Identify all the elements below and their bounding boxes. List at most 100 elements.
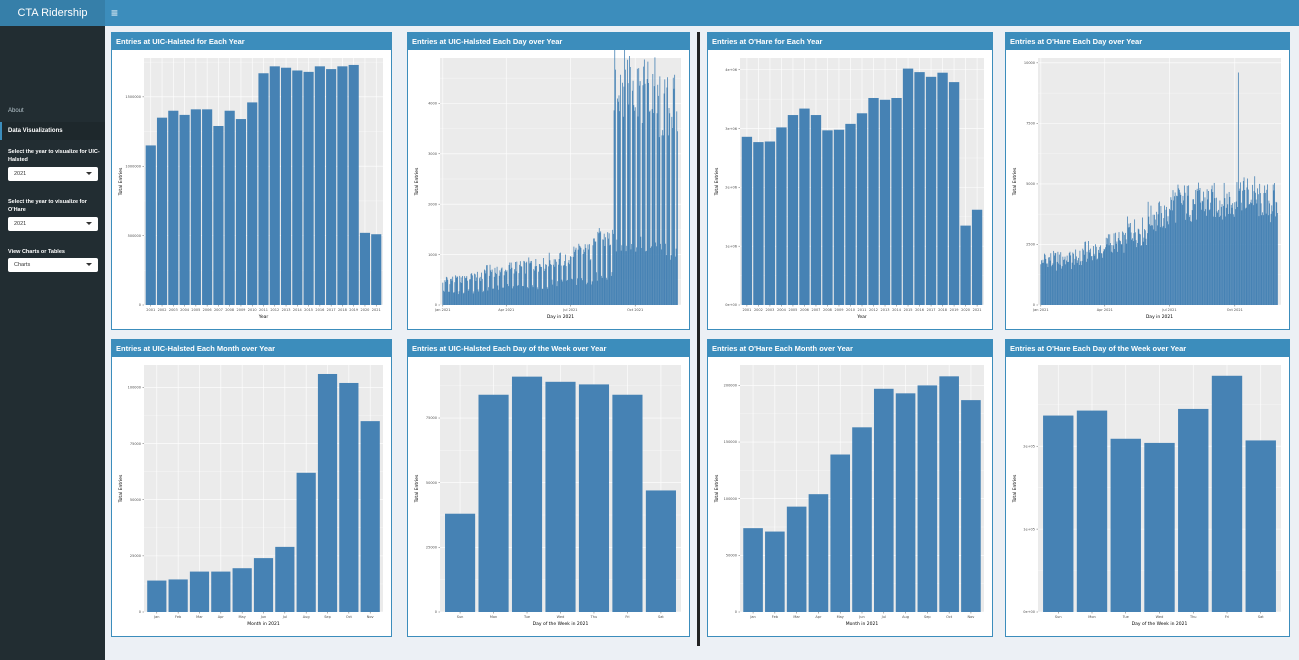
x-tick-label: Sep [924, 615, 931, 619]
x-tick-label: Sun [457, 615, 464, 619]
panel-title: Entries at UIC-Halsted Each Month over Y… [112, 340, 391, 357]
sidebar-item-data-visualizations[interactable]: Data Visualizations [0, 122, 105, 140]
y-tick-label: 50000 [130, 498, 141, 502]
x-tick-label: Nov [968, 615, 975, 619]
x-tick-label: 2016 [915, 308, 924, 312]
bar [213, 125, 224, 305]
bar [895, 393, 916, 612]
bar [147, 580, 167, 612]
bar [247, 102, 258, 305]
bar [232, 568, 252, 612]
bar [787, 115, 799, 306]
y-tick-label: 1000000 [125, 164, 141, 168]
bars [743, 376, 981, 612]
x-tick-label: 2003 [169, 308, 178, 312]
chart-ohare-daily: 0 2500 5000 7500 10000 Jan 2021 Apr 2021 Jul 20… [1012, 58, 1281, 320]
chart-uic-daily: 0 1000 2000 3000 4000 Jan 2021 Apr 2021 Jul 202… [414, 50, 681, 320]
x-tick-label: Jul [881, 615, 886, 619]
x-tick-label: May [837, 615, 844, 619]
view-mode-select[interactable]: Charts [8, 258, 98, 272]
bar [960, 225, 971, 305]
x-tick-label: Fri [1225, 615, 1229, 619]
bar [808, 494, 829, 612]
bar [891, 97, 902, 305]
y-tick-label: 1e+06 [725, 244, 737, 248]
x-axis-title: Day in 2021 [547, 314, 574, 320]
x-tick-label: Tue [1122, 615, 1129, 619]
x-tick-label: 2007 [812, 308, 821, 312]
x-tick-label: 2007 [214, 308, 223, 312]
y-tick-label: 10000 [1024, 61, 1035, 65]
y-tick-label: 0 [139, 303, 141, 307]
x-tick-label: Oct 2021 [1227, 308, 1243, 312]
y-tick-label: 200000 [724, 384, 737, 388]
x-tick-label: Sun [1055, 615, 1062, 619]
x-tick-label: 2013 [881, 308, 890, 312]
bar [478, 394, 509, 612]
x-tick-label: Apr 2021 [498, 308, 514, 312]
bar [914, 72, 925, 305]
x-tick-label: 2008 [225, 308, 234, 312]
x-tick-label: Wed [1156, 615, 1164, 619]
bar [961, 400, 981, 612]
uic-year-label: Select the year to visualize for UIC-Hal… [8, 149, 100, 163]
top-navbar: ≡ [105, 0, 1299, 26]
x-axis-title: Year [856, 314, 867, 320]
bar [145, 145, 156, 305]
bar [868, 97, 879, 305]
bar [948, 82, 960, 305]
bar [799, 108, 810, 305]
x-tick-label: Sat [658, 615, 664, 619]
y-tick-label: 7500 [1026, 122, 1035, 126]
y-axis-title: Total Entries [1012, 167, 1018, 196]
bar [753, 142, 764, 305]
uic-year-select[interactable]: 2021 [8, 167, 98, 181]
x-tick-label: 2002 [754, 308, 763, 312]
app-title: CTA Ridership [0, 0, 105, 26]
x-tick-label: Oct 2021 [627, 308, 643, 312]
y-tick-label: 4e+06 [725, 68, 737, 72]
bar [211, 571, 231, 612]
bar [917, 385, 938, 612]
x-tick-label: May [239, 615, 246, 619]
x-tick-label: 2020 [361, 308, 370, 312]
bar [190, 109, 201, 305]
x-tick-label: 2018 [338, 308, 347, 312]
bar [168, 579, 188, 612]
chevron-down-icon [86, 263, 92, 266]
station-divider [697, 32, 700, 646]
bar [845, 123, 856, 305]
hamburger-icon[interactable]: ≡ [111, 6, 119, 20]
bar [1043, 415, 1074, 612]
x-tick-label: 2016 [315, 308, 324, 312]
panel-title: Entries at UIC-Halsted for Each Year [112, 33, 391, 50]
x-tick-label: Feb [772, 615, 779, 619]
bar [326, 69, 337, 305]
x-tick-label: 2020 [961, 308, 970, 312]
x-axis-title: Month in 2021 [846, 621, 879, 627]
ohare-year-label: Select the year to visualize for O'Hare [8, 199, 87, 213]
y-tick-label: 50000 [726, 554, 737, 558]
bars [445, 376, 676, 612]
bars [145, 64, 382, 306]
x-tick-label: Tue [523, 615, 530, 619]
chart-panel-uic-yearly: Entries at UIC-Halsted for Each Year 0 50… [111, 32, 392, 330]
y-tick-label: 75000 [130, 442, 141, 446]
chart-panel-ohare-monthly: Entries at O'Hare Each Month over Year 0… [707, 339, 993, 637]
sidebar-item-about[interactable]: About [8, 108, 24, 114]
panel-title: Entries at O'Hare for Each Year [708, 33, 992, 50]
bar [764, 141, 776, 305]
y-tick-label: 0 [435, 610, 437, 614]
y-tick-label: 0 [139, 610, 141, 614]
x-tick-label: Nov [367, 615, 374, 619]
view-mode-label: View Charts or Tables [8, 249, 65, 255]
x-tick-label: Oct [946, 615, 953, 619]
y-axis-title: Total Entries [118, 474, 124, 503]
ohare-year-select[interactable]: 2021 [8, 217, 98, 231]
y-tick-label: 25000 [130, 554, 141, 558]
bar [852, 427, 872, 612]
chevron-down-icon [86, 172, 92, 175]
x-tick-label: Jan 2021 [1032, 308, 1048, 312]
bar [280, 67, 292, 305]
bar [776, 127, 787, 306]
